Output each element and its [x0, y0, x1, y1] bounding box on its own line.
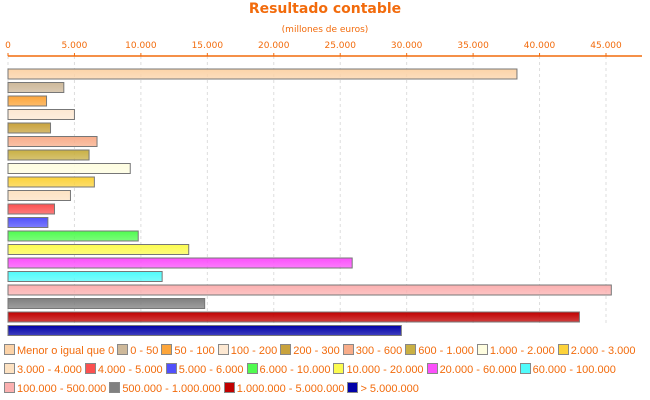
legend-item: 10.000 - 20.000 — [333, 361, 424, 380]
legend-swatch — [347, 382, 359, 393]
x-tick-label: 30.000 — [391, 41, 423, 51]
legend-label: 20.000 - 60.000 — [439, 364, 517, 376]
legend-label: 60.000 - 100.000 — [532, 364, 616, 376]
bar-16 — [7, 284, 612, 296]
legend-label: 6.000 - 10.000 — [259, 364, 331, 376]
legend-label: 100 - 200 — [230, 345, 278, 357]
legend-label: Menor o igual que 0 — [17, 345, 115, 357]
legend-swatch — [4, 363, 15, 374]
legend-item: 4.000 - 5.000 — [84, 361, 163, 380]
legend-swatch — [109, 382, 121, 393]
bar-5 — [7, 136, 98, 147]
x-tick-label: 0 — [5, 41, 11, 51]
legend-swatch — [223, 382, 235, 393]
legend-swatch — [342, 344, 354, 355]
legend-label: > 5.000.000 — [360, 383, 419, 395]
legend-label: 100.000 - 500.000 — [17, 383, 107, 395]
legend-label: 1.000 - 2.000 — [489, 345, 555, 357]
chart-title: Resultado contable — [248, 1, 402, 17]
legend-label: 1.000.000 - 5.000.000 — [236, 383, 345, 395]
legend-item: 600 - 1.000 — [405, 342, 474, 361]
x-tick-label: 45.000 — [590, 41, 622, 51]
legend-item: 1.000 - 2.000 — [476, 342, 555, 361]
bar-13 — [7, 244, 190, 255]
legend-swatch — [557, 344, 569, 355]
x-tick-label: 35.000 — [457, 41, 489, 51]
legend-item: 50 - 100 — [161, 342, 215, 361]
x-tick-label: 40.000 — [524, 41, 556, 51]
legend-item: > 5.000.000 — [347, 380, 419, 399]
bar-10 — [7, 203, 56, 215]
bar-3 — [7, 109, 75, 120]
legend-item: 1.000.000 - 5.000.000 — [223, 380, 345, 399]
legend-label: 2.000 - 3.000 — [570, 345, 636, 357]
legend-label: 500.000 - 1.000.000 — [122, 383, 221, 395]
x-tick-label: 5.000 — [62, 41, 88, 51]
legend-item: 3.000 - 4.000 — [4, 361, 82, 380]
legend-swatch — [4, 382, 15, 393]
legend-label: 0 - 50 — [130, 345, 159, 357]
legend-item: 6.000 - 10.000 — [246, 361, 331, 380]
legend-row: 100.000 - 500.000 500.000 - 1.000.000 1.00… — [4, 380, 650, 399]
plot-area: 0 5.000 10.000 15.000 20.000 25.000 30.000 35.0… — [5, 41, 642, 336]
bar-17 — [7, 298, 206, 309]
bar-9 — [7, 190, 71, 201]
bar-18 — [7, 311, 580, 323]
legend-swatch — [4, 344, 15, 355]
legend-label: 50 - 100 — [174, 345, 215, 357]
legend-label: 10.000 - 20.000 — [346, 364, 424, 376]
bar-1 — [7, 82, 65, 93]
legend-label: 600 - 1.000 — [418, 345, 474, 357]
legend-label: 200 - 300 — [293, 345, 340, 357]
bar-6 — [7, 149, 90, 161]
legend-item: 300 - 600 — [342, 342, 403, 361]
legend-swatch — [405, 344, 417, 355]
legend-item: 200 - 300 — [280, 342, 340, 361]
legend-item: 20.000 - 60.000 — [426, 361, 517, 380]
bar-14 — [7, 257, 353, 269]
legend-item: 5.000 - 6.000 — [165, 361, 244, 380]
x-tick-label: 20.000 — [258, 41, 290, 51]
legend-swatch — [117, 344, 129, 355]
bar-12 — [7, 230, 139, 242]
bar-11 — [7, 217, 49, 228]
bar-2 — [7, 95, 48, 107]
legend-swatch — [280, 344, 292, 355]
legend-swatch — [217, 344, 229, 355]
legend-item: Menor o igual que 0 — [4, 342, 114, 361]
legend-swatch — [476, 344, 488, 355]
x-tick-label: 15.000 — [192, 41, 224, 51]
bar-15 — [7, 271, 163, 282]
legend-item: 500.000 - 1.000.000 — [109, 380, 221, 399]
legend-swatch — [333, 363, 345, 374]
bar-4 — [7, 122, 52, 134]
legend-swatch — [426, 363, 438, 374]
legend-item: 2.000 - 3.000 — [557, 342, 636, 361]
legend-label: 4.000 - 5.000 — [97, 364, 163, 376]
bar-0 — [7, 68, 518, 80]
x-tick-label: 10.000 — [125, 41, 157, 51]
legend-swatch — [84, 363, 96, 374]
legend-label: 300 - 600 — [355, 345, 403, 357]
chart-subtitle: (millones de euros) — [281, 25, 369, 35]
legend-label: 5.000 - 6.000 — [178, 364, 244, 376]
legend-swatch — [161, 344, 173, 355]
bar-8 — [7, 176, 95, 188]
legend-swatch — [519, 363, 531, 374]
legend: Menor o igual que 0 0 - 50 50 - 100 100 - 2… — [4, 342, 650, 399]
legend-label: 3.000 - 4.000 — [17, 364, 82, 376]
legend-item: 0 - 50 — [117, 342, 158, 361]
legend-item: 100 - 200 — [217, 342, 278, 361]
x-tick-label: 25.000 — [324, 41, 356, 51]
legend-swatch — [165, 363, 177, 374]
legend-item: 100.000 - 500.000 — [4, 380, 106, 399]
bar-19 — [7, 325, 402, 336]
bar-7 — [7, 163, 131, 174]
legend-swatch — [246, 363, 258, 374]
legend-item: 60.000 - 100.000 — [519, 361, 616, 380]
legend-row: Menor o igual que 0 0 - 50 50 - 100 100 - 2… — [4, 342, 650, 361]
legend-row: 3.000 - 4.000 4.000 - 5.000 5.000 - 6.000 6… — [4, 361, 650, 380]
